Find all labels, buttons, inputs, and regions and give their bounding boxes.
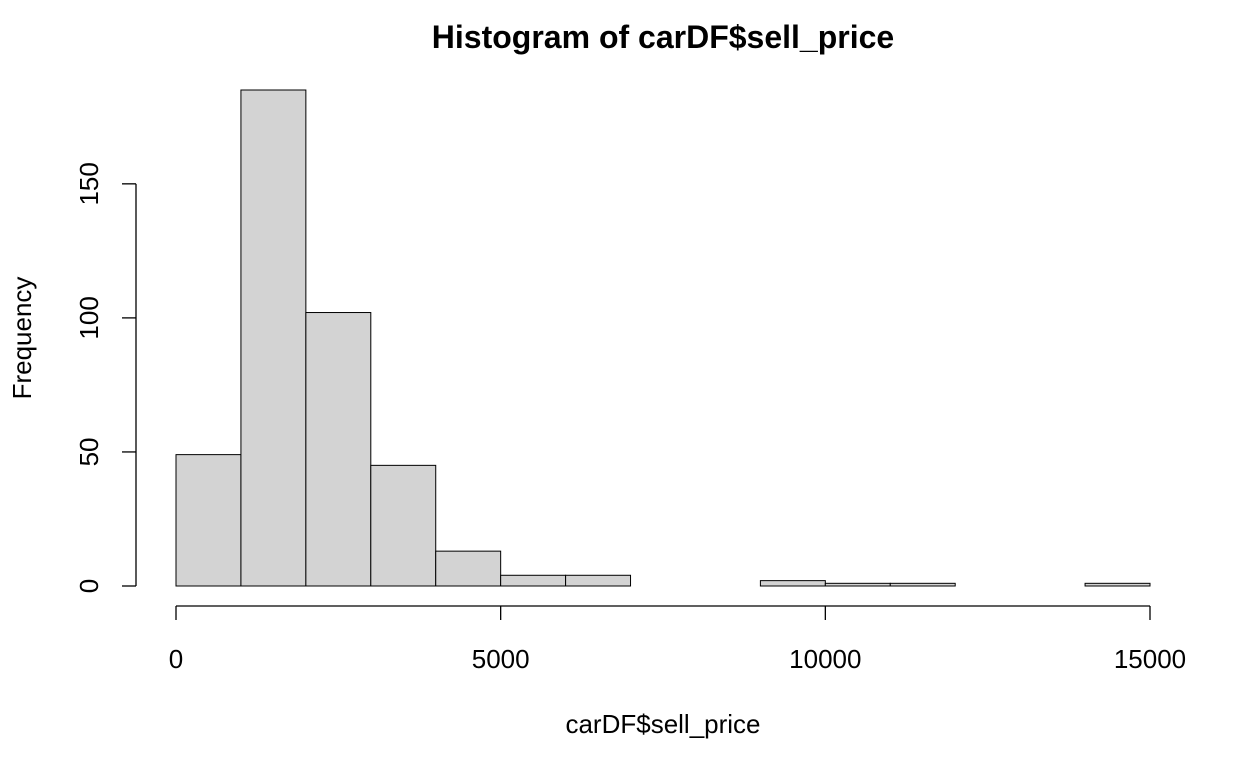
histogram-bar: [889, 582, 956, 587]
y-tick-label: 50: [74, 437, 104, 466]
chart-title: Histogram of carDF$sell_price: [432, 19, 894, 55]
histogram-bar: [435, 550, 502, 587]
y-axis: 0 50 100 150: [74, 162, 137, 593]
histogram-bar: [759, 580, 826, 587]
histogram-bar: [370, 464, 437, 587]
histogram-bar: [1084, 582, 1151, 587]
y-tick-label: 0: [74, 579, 104, 593]
y-axis-title: Frequency: [7, 277, 37, 400]
y-tick-label: 150: [74, 162, 104, 205]
x-tick-label: 0: [169, 644, 183, 674]
histogram-bar: [175, 454, 242, 587]
histogram-bar: [305, 312, 372, 587]
x-tick-label: 15000: [1114, 644, 1186, 674]
x-tick-label: 10000: [789, 644, 861, 674]
histogram-bar: [240, 89, 307, 587]
bars-group: [175, 89, 1151, 587]
y-tick-label: 100: [74, 296, 104, 339]
x-tick-label: 5000: [472, 644, 530, 674]
x-axis: 0 5000 10000 15000: [169, 605, 1186, 674]
histogram-bar: [565, 574, 632, 587]
histogram-bar: [824, 582, 891, 587]
histogram-bar: [500, 574, 567, 587]
x-axis-title: carDF$sell_price: [565, 709, 760, 739]
